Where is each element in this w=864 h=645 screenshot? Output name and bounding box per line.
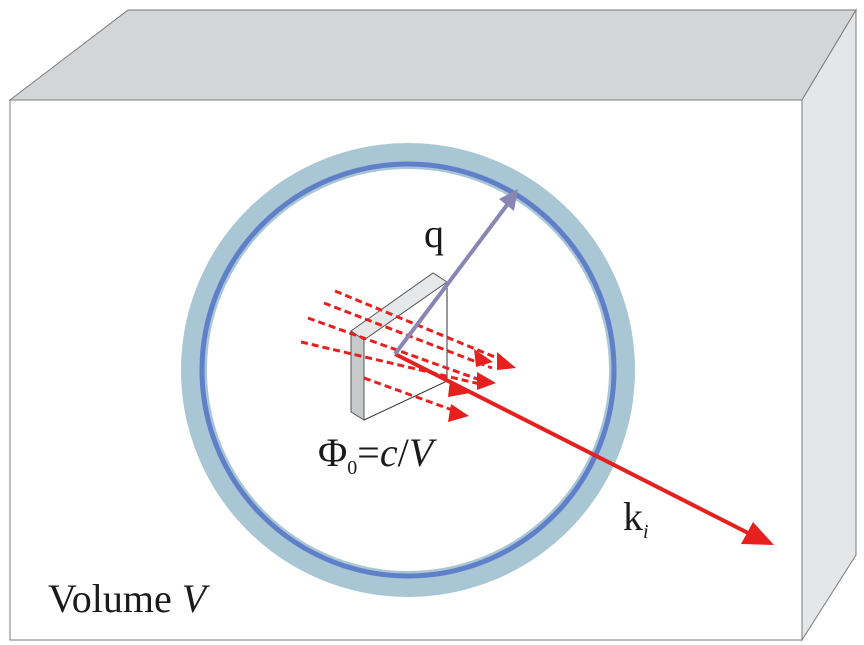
flux-arrow [307, 316, 481, 382]
q-vector [393, 189, 518, 356]
flux-eq: = [357, 430, 380, 475]
flux-arrowhead [448, 404, 469, 422]
volume-word: Volume [48, 576, 182, 621]
label-q: q [424, 211, 444, 256]
label-flux: Φ0=c/V [318, 430, 438, 479]
volume-box [8, 8, 857, 642]
sphere-outer-ring [181, 143, 635, 597]
flux-V: V [409, 430, 438, 475]
label-k-i: ki [623, 494, 649, 543]
scattering-sphere [181, 143, 635, 597]
sphere-inner-ring [199, 161, 617, 579]
flux-arrow [363, 376, 456, 413]
q-arrow-shaft [393, 203, 509, 356]
flux-c: c [380, 430, 398, 475]
k-vector [394, 352, 774, 545]
volume-V: V [182, 576, 211, 621]
flux-sub: 0 [347, 457, 357, 479]
flux-arrowhead [477, 372, 496, 390]
flux-arrowhead [474, 349, 493, 367]
k-arrow-shaft [394, 352, 757, 539]
flux-arrow [300, 340, 481, 386]
flux-phi: Φ [318, 430, 347, 475]
flux-arrowhead [497, 352, 516, 370]
label-k-base: k [623, 494, 643, 539]
flux-arrowheads [448, 349, 516, 422]
plate-back-edge-bottom [363, 380, 448, 421]
label-k-sub: i [643, 521, 649, 543]
flux-slash: / [398, 430, 410, 475]
box-side-face [801, 8, 857, 642]
q-arrowhead [499, 189, 518, 211]
box-front-face [9, 99, 803, 641]
box-top-face [8, 9, 857, 101]
label-volume: Volume V [48, 576, 211, 621]
k-arrowhead [741, 522, 774, 545]
plate-front-face [350, 330, 365, 421]
